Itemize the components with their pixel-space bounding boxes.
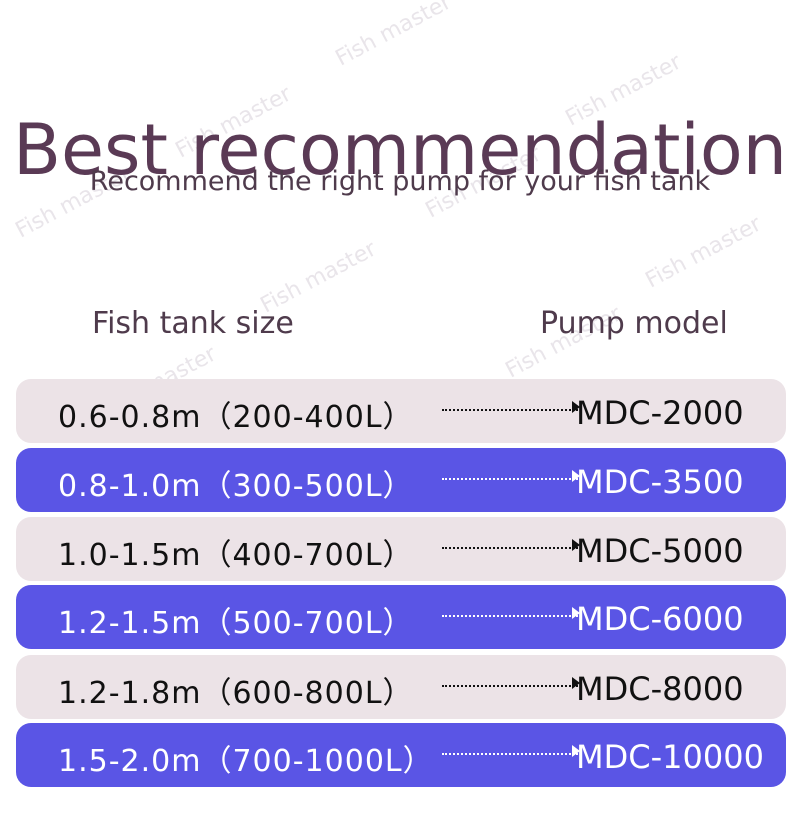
recommendation-row: 1.2-1.8m（600-800L） MDC-8000	[16, 655, 786, 719]
arrow-head-icon	[572, 470, 580, 482]
pump-model: MDC-10000	[576, 738, 764, 776]
dotted-arrow-line	[442, 547, 578, 550]
recommendation-row: 0.8-1.0m（300-500L） MDC-3500	[16, 448, 786, 512]
pump-model: MDC-3500	[576, 463, 744, 501]
watermark: Fish master	[641, 211, 766, 294]
dotted-arrow-line	[442, 615, 578, 618]
pump-model: MDC-5000	[576, 532, 744, 570]
watermark: Fish master	[331, 0, 456, 72]
pump-model: MDC-8000	[576, 670, 744, 708]
recommendation-row: 0.6-0.8m（200-400L） MDC-2000	[16, 379, 786, 443]
dotted-arrow-line	[442, 685, 578, 688]
pump-model: MDC-2000	[576, 394, 744, 432]
arrow-head-icon	[572, 401, 580, 413]
tank-size: 1.2-1.8m（600-800L）	[58, 676, 414, 711]
page-title: Best recommendation	[12, 108, 788, 191]
recommendation-row: 1.5-2.0m（700-1000L） MDC-10000	[16, 723, 786, 787]
tank-size: 0.6-0.8m（200-400L）	[58, 400, 414, 435]
dotted-arrow-line	[442, 753, 578, 756]
page-subtitle: Recommend the right pump for your fish t…	[89, 166, 711, 197]
dotted-arrow-line	[442, 409, 578, 412]
arrow-head-icon	[572, 677, 580, 689]
tank-size: 1.5-2.0m（700-1000L）	[58, 744, 434, 779]
tank-size: 1.2-1.5m（500-700L）	[58, 606, 414, 641]
tank-size: 0.8-1.0m（300-500L）	[58, 469, 414, 504]
arrow-head-icon	[572, 539, 580, 551]
column-header-size: Fish tank size	[92, 306, 294, 341]
recommendation-row: 1.0-1.5m（400-700L） MDC-5000	[16, 517, 786, 581]
tank-size: 1.0-1.5m（400-700L）	[58, 538, 414, 573]
arrow-head-icon	[572, 745, 580, 757]
column-header-pump: Pump model	[540, 306, 728, 341]
arrow-head-icon	[572, 607, 580, 619]
recommendation-row: 1.2-1.5m（500-700L） MDC-6000	[16, 585, 786, 649]
pump-model: MDC-6000	[576, 600, 744, 638]
dotted-arrow-line	[442, 478, 578, 481]
